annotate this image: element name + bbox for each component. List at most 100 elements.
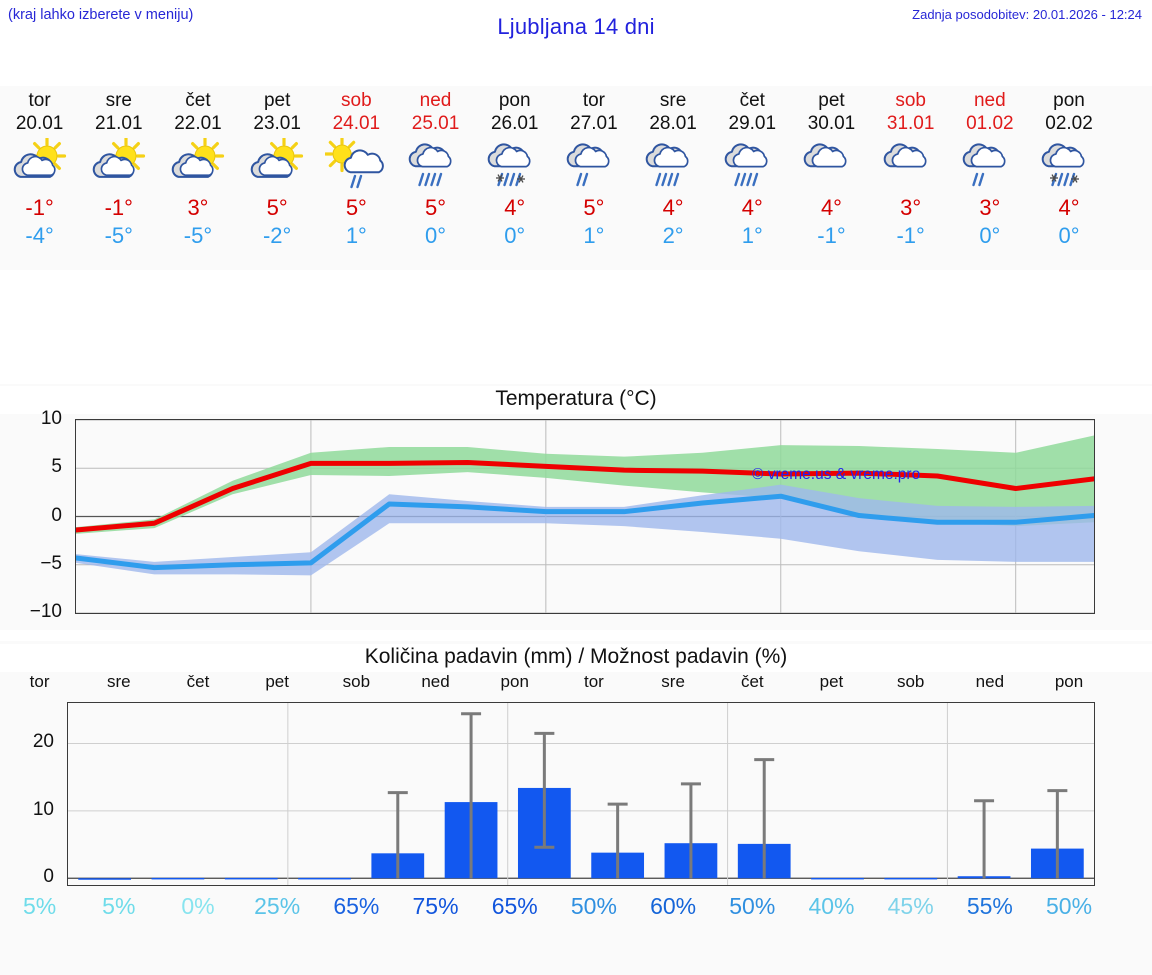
menu-hint-text: (kraj lahko izberete v meniju) <box>8 7 194 23</box>
day-date: 25.01 <box>411 113 460 134</box>
precipitation-day-label: sre <box>661 672 685 691</box>
precipitation-probability: 60% <box>650 893 697 919</box>
precipitation-day-label: pet <box>819 672 844 691</box>
forecast-day-column[interactable]: pet 23.01 5° -2° <box>238 86 317 270</box>
day-max-temperature: 5° <box>266 195 288 220</box>
precipitation-probability: 55% <box>966 893 1013 919</box>
day-name: sre <box>659 90 687 111</box>
day-min-temperature: -5° <box>104 223 133 248</box>
cloud-rain-icon <box>642 136 704 194</box>
forecast-day-column[interactable]: ned 01.02 3° 0° <box>950 86 1029 270</box>
day-min-temperature: -2° <box>262 223 292 248</box>
forecast-day-column[interactable]: sob 24.01 5° 1° <box>317 86 396 270</box>
day-min-temperature: -4° <box>25 223 54 248</box>
day-min-temperature: 1° <box>741 223 763 248</box>
forecast-day-column[interactable]: pon 26.01 4° 0° <box>475 86 554 270</box>
day-max-temperature: 4° <box>1058 195 1080 220</box>
precipitation-day-label: sob <box>896 672 925 691</box>
day-name: čet <box>185 90 211 111</box>
precipitation-probability: 5% <box>22 893 57 919</box>
day-name: pon <box>498 90 531 111</box>
precipitation-probability: 25% <box>254 893 301 919</box>
temperature-y-tick: −10 <box>29 601 62 622</box>
day-date: 27.01 <box>570 113 618 134</box>
precipitation-bars-svg <box>68 703 1094 885</box>
day-name: sob <box>341 90 372 111</box>
precipitation-chart: Količina padavin (mm) / Možnost padavin … <box>0 641 1152 975</box>
day-max-temperature: -1° <box>104 195 133 220</box>
cloud-rain-snow-icon <box>484 136 546 194</box>
temperature-plot-area <box>75 419 1095 614</box>
day-date: 30.01 <box>807 113 856 134</box>
day-date: 29.01 <box>728 113 777 134</box>
day-date: 23.01 <box>253 113 301 134</box>
forecast-day-column[interactable]: ned 25.01 5° 0° <box>396 86 475 270</box>
last-updated-text: Zadnja posodobitev: 20.01.2026 - 12:24 <box>912 7 1142 22</box>
watermark-text: © vreme.us & vreme.pro <box>752 466 921 483</box>
forecast-day-column[interactable]: tor 20.01 -1° -4° <box>0 86 79 270</box>
top-bar: (kraj lahko izberete v meniju) Ljubljana… <box>0 0 1152 46</box>
day-min-temperature: 0° <box>425 223 447 248</box>
forecast-day-column[interactable]: pon 02.02 4° 0° <box>1029 86 1108 270</box>
precipitation-probability: 50% <box>570 893 617 919</box>
temperature-chart: Temperatura (°C) 10 5 0 −5 −10 <box>0 384 1152 630</box>
day-name: tor <box>28 90 51 111</box>
day-max-temperature: 3° <box>900 195 922 220</box>
day-name: sre <box>105 90 132 111</box>
day-date: 02.02 <box>1045 113 1093 134</box>
daily-forecast-strip: tor 20.01 -1° -4° sre 21.01 -1° -5° čet 22.01 3° -5… <box>0 86 1152 270</box>
day-min-temperature: -1° <box>817 223 846 248</box>
precipitation-probability-row: 5% 5% 0% 25% 65% 75% 65% 50% 60% 50% 40% 45% 55% 50% <box>0 893 1152 933</box>
day-max-temperature: 4° <box>504 195 526 220</box>
day-min-temperature: -5° <box>183 223 213 248</box>
day-name: tor <box>582 90 605 111</box>
sun-behind-cloud-icon <box>246 136 308 194</box>
temperature-y-tick: 10 <box>40 408 62 429</box>
day-date: 21.01 <box>95 113 143 134</box>
day-date: 24.01 <box>332 113 381 134</box>
precipitation-day-label: pon <box>1054 672 1084 691</box>
day-max-temperature: 4° <box>662 195 684 220</box>
precipitation-day-label: ned <box>975 672 1005 691</box>
forecast-day-column[interactable]: sre 28.01 4° 2° <box>634 86 713 270</box>
day-max-temperature: 5° <box>345 195 367 220</box>
day-min-temperature: 0° <box>504 223 526 248</box>
day-max-temperature: 3° <box>187 195 209 220</box>
day-min-temperature: 0° <box>979 223 1001 248</box>
day-max-temperature: 5° <box>583 195 605 220</box>
precipitation-y-tick: 20 <box>32 731 54 753</box>
precipitation-plot-area <box>67 702 1095 886</box>
precipitation-day-label: sob <box>342 672 371 691</box>
day-name: pet <box>818 90 845 111</box>
cloud-icon <box>800 136 862 194</box>
day-min-temperature: 2° <box>662 223 684 248</box>
precipitation-day-label: sre <box>106 672 131 691</box>
precipitation-probability: 65% <box>491 893 538 919</box>
precipitation-probability: 45% <box>887 893 934 919</box>
forecast-day-column[interactable]: čet 29.01 4° 1° <box>713 86 792 270</box>
forecast-day-column[interactable]: tor 27.01 5° 1° <box>554 86 633 270</box>
precipitation-day-label: pon <box>500 672 529 691</box>
day-date: 31.01 <box>886 113 935 134</box>
forecast-day-column[interactable]: sob 31.01 3° -1° <box>871 86 950 270</box>
day-name: pet <box>263 90 291 111</box>
forecast-day-column[interactable]: čet 22.01 3° -5° <box>158 86 237 270</box>
day-max-temperature: 3° <box>979 195 1001 220</box>
cloud-rain-icon <box>405 136 467 194</box>
day-name: ned <box>419 90 452 111</box>
forecast-day-column[interactable]: sre 21.01 -1° -5° <box>79 86 158 270</box>
precipitation-day-label: tor <box>583 672 604 691</box>
precipitation-probability: 5% <box>102 893 136 919</box>
precipitation-y-tick: 10 <box>32 798 54 820</box>
forecast-day-column[interactable]: pet 30.01 4° -1° <box>792 86 871 270</box>
day-date: 26.01 <box>490 113 539 134</box>
day-max-temperature: 5° <box>425 195 447 220</box>
cloud-rain-icon <box>721 136 783 194</box>
precipitation-probability: 65% <box>333 893 380 919</box>
temperature-y-tick: −5 <box>40 552 62 574</box>
precipitation-probability: 0% <box>181 893 215 919</box>
precipitation-day-labels: tor sre čet pet sob ned pon tor sre čet pet sob ned p… <box>0 672 1152 698</box>
sun-behind-cloud-icon <box>167 136 229 194</box>
precipitation-day-label: tor <box>29 672 50 691</box>
